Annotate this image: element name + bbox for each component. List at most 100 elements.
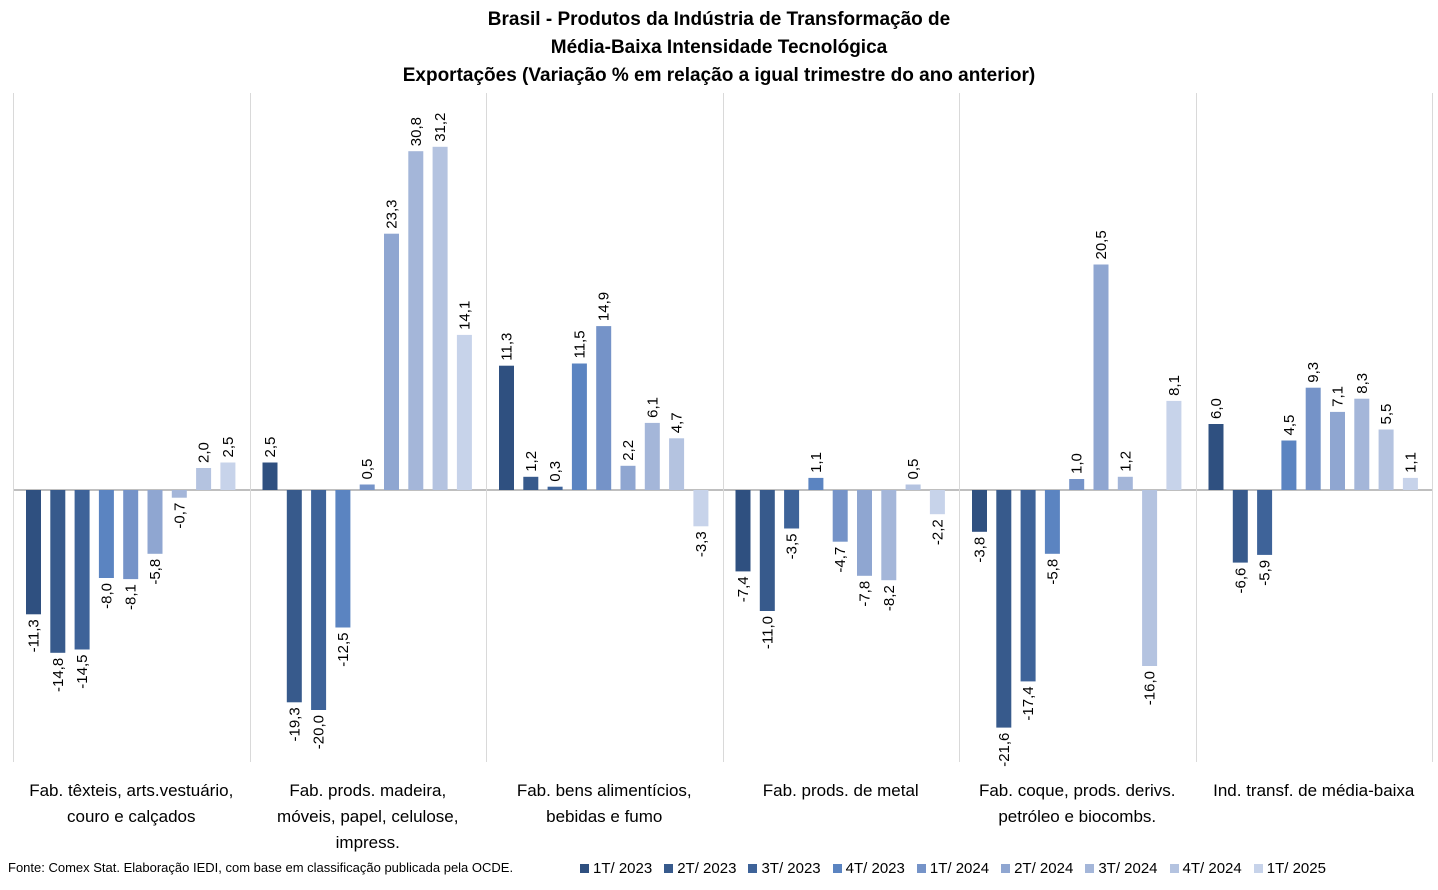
data-label: 1,0 <box>1069 453 1086 474</box>
data-label: 8,1 <box>1166 375 1183 396</box>
category-label: Ind. transf. de média-baixa <box>1192 778 1437 804</box>
bar <box>1378 429 1394 490</box>
data-label: -7,4 <box>735 576 752 602</box>
bar <box>384 233 399 490</box>
data-label: -4,7 <box>832 547 849 573</box>
legend-swatch <box>1001 864 1011 873</box>
data-label: -3,8 <box>972 537 989 563</box>
data-label: -2,2 <box>929 519 946 545</box>
bar <box>808 477 824 490</box>
data-label: 14,1 <box>456 301 473 330</box>
bar <box>1166 400 1182 490</box>
bar <box>220 462 236 490</box>
bar <box>1044 490 1060 554</box>
source-note: Fonte: Comex Stat. Elaboração IEDI, com … <box>8 860 514 875</box>
data-label: 31,2 <box>432 113 449 142</box>
chart-title-line-3: Exportações (Variação % em relação a igu… <box>402 65 1036 86</box>
data-label: 23,3 <box>384 199 401 228</box>
data-label: -3,5 <box>784 534 801 560</box>
data-label: 5,5 <box>1378 404 1395 425</box>
data-label: -12,5 <box>335 633 352 667</box>
legend-swatch <box>1085 864 1095 873</box>
data-label: 8,3 <box>1354 373 1371 394</box>
data-label: 1,2 <box>523 451 540 472</box>
legend-swatch <box>580 864 589 873</box>
chart-title-line-1: Brasil - Produtos da Indústria de Transf… <box>487 9 951 30</box>
bar <box>408 151 424 490</box>
bar <box>456 334 472 490</box>
legend-label: 3T/ 2023 <box>761 860 821 877</box>
category-label: Fab. prods. madeira, móveis, papel, celul… <box>246 778 491 856</box>
data-label: 20,5 <box>1093 230 1110 259</box>
legend: 1T/ 2023 2T/ 2023 3T/ 2023 4T/ 2023 1T/ 2024… <box>580 860 1338 877</box>
category-label-line: petróleo e biocombs. <box>998 807 1157 826</box>
data-label: 9,3 <box>1305 362 1322 383</box>
bar <box>1281 440 1297 490</box>
bar <box>1142 490 1158 666</box>
data-label: -8,1 <box>123 584 140 610</box>
bar <box>759 490 775 611</box>
category-label-line: Fab. prods. de metal <box>762 781 919 800</box>
bar <box>432 146 448 491</box>
bar <box>359 484 375 490</box>
category-label-line: Fab. coque, prods. derivs. <box>978 781 1176 800</box>
data-label: 11,3 <box>499 333 516 361</box>
data-label: 2,5 <box>220 437 237 458</box>
legend-swatch <box>1253 864 1263 873</box>
data-label: -8,2 <box>881 585 898 611</box>
data-label: -14,5 <box>74 655 91 689</box>
legend-item: 1T/ 2025 <box>1253 860 1326 877</box>
bar <box>262 462 278 490</box>
bar <box>832 490 848 542</box>
category-label-line: bebidas e fumo <box>546 807 663 826</box>
data-label: 6,1 <box>644 397 661 418</box>
category-label: Fab. têxteis, arts.vestuário, couro e cal… <box>9 778 254 830</box>
legend-label: 2T/ 2023 <box>677 860 737 877</box>
data-label: 0,5 <box>905 459 922 480</box>
legend-label: 2T/ 2024 <box>1014 860 1074 877</box>
bar <box>335 490 351 628</box>
category-label-line: couro e calçados <box>66 807 196 826</box>
data-label: -5,8 <box>147 559 164 585</box>
data-label: -19,3 <box>286 707 303 741</box>
category-label-line: impress. <box>335 833 400 852</box>
legend-label: 1T/ 2023 <box>593 860 653 877</box>
legend-swatch <box>664 864 674 873</box>
bar <box>784 490 800 529</box>
data-label: 1,2 <box>1117 451 1134 472</box>
data-label: 0,3 <box>547 461 564 482</box>
bar <box>905 484 921 490</box>
bar <box>1232 490 1248 563</box>
data-label: -5,8 <box>1044 559 1061 585</box>
data-label: 4,7 <box>669 412 686 433</box>
legend-item: 1T/ 2024 <box>916 860 989 877</box>
bar <box>196 468 212 490</box>
bar <box>1117 476 1133 490</box>
category-label: Fab. coque, prods. derivs. petróleo e bio… <box>955 778 1200 830</box>
legend-item: 2T/ 2023 <box>664 860 736 877</box>
category-label-line: Fab. têxteis, arts.vestuário, <box>29 781 234 800</box>
data-label: 7,1 <box>1330 386 1347 407</box>
bar <box>571 363 587 490</box>
bar <box>1402 477 1418 490</box>
data-label: 14,9 <box>596 292 613 321</box>
bar <box>881 490 897 581</box>
bar <box>1069 479 1085 490</box>
data-label: -16,0 <box>1142 671 1159 705</box>
bar <box>523 476 539 490</box>
bar <box>972 490 987 532</box>
bar <box>857 490 872 576</box>
category-label-line: móveis, papel, celulose, <box>277 807 459 826</box>
bar <box>98 490 114 578</box>
data-label: -20,0 <box>311 715 328 749</box>
legend-swatch <box>748 864 758 873</box>
data-label: -11,0 <box>759 616 776 649</box>
category-label-line: Fab. bens alimentícios, <box>516 781 692 800</box>
bar <box>996 490 1012 728</box>
data-label: -14,8 <box>50 658 67 692</box>
data-label: 6,0 <box>1208 398 1225 419</box>
bar <box>669 438 685 490</box>
bar <box>26 490 41 615</box>
bar <box>1305 387 1321 490</box>
